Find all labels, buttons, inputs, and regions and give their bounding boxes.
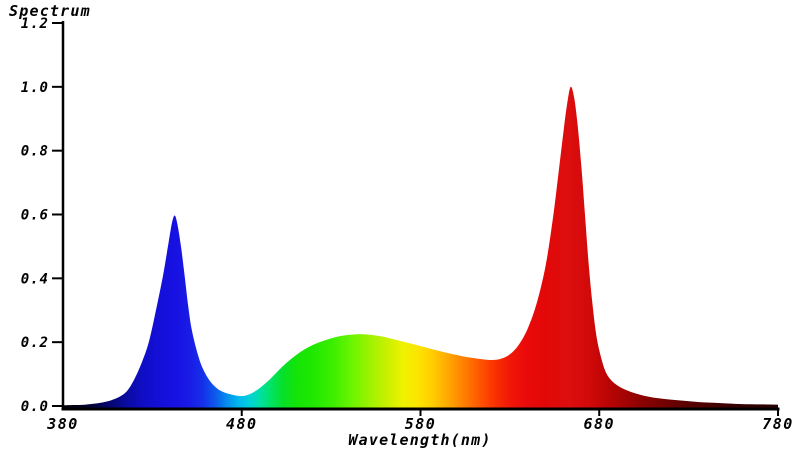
chart-title: Spectrum <box>9 2 91 20</box>
x-tick-label: 380 <box>46 415 79 433</box>
y-tick-label: 0.6 <box>21 208 49 224</box>
y-tick-label: 1.2 <box>21 16 49 32</box>
plot-layer: 0.0 0.2 0.4 0.6 0.8 1.0 1.2 380 480 580 680 780 <box>21 16 794 433</box>
x-tick-label: 480 <box>226 415 258 433</box>
y-tick-label: 0.8 <box>21 144 49 160</box>
x-tick-label: 680 <box>583 415 615 433</box>
x-axis-title: Wavelength(nm) <box>348 431 491 449</box>
y-tick-label: 0.2 <box>21 335 49 351</box>
spectrum-area <box>63 86 778 409</box>
y-tick-label: 1.0 <box>21 80 49 96</box>
x-tick-label: 780 <box>762 415 794 433</box>
x-tick-label: 580 <box>405 415 437 433</box>
y-tick-label: 0.0 <box>21 399 49 415</box>
y-tick-label: 0.4 <box>21 271 49 287</box>
